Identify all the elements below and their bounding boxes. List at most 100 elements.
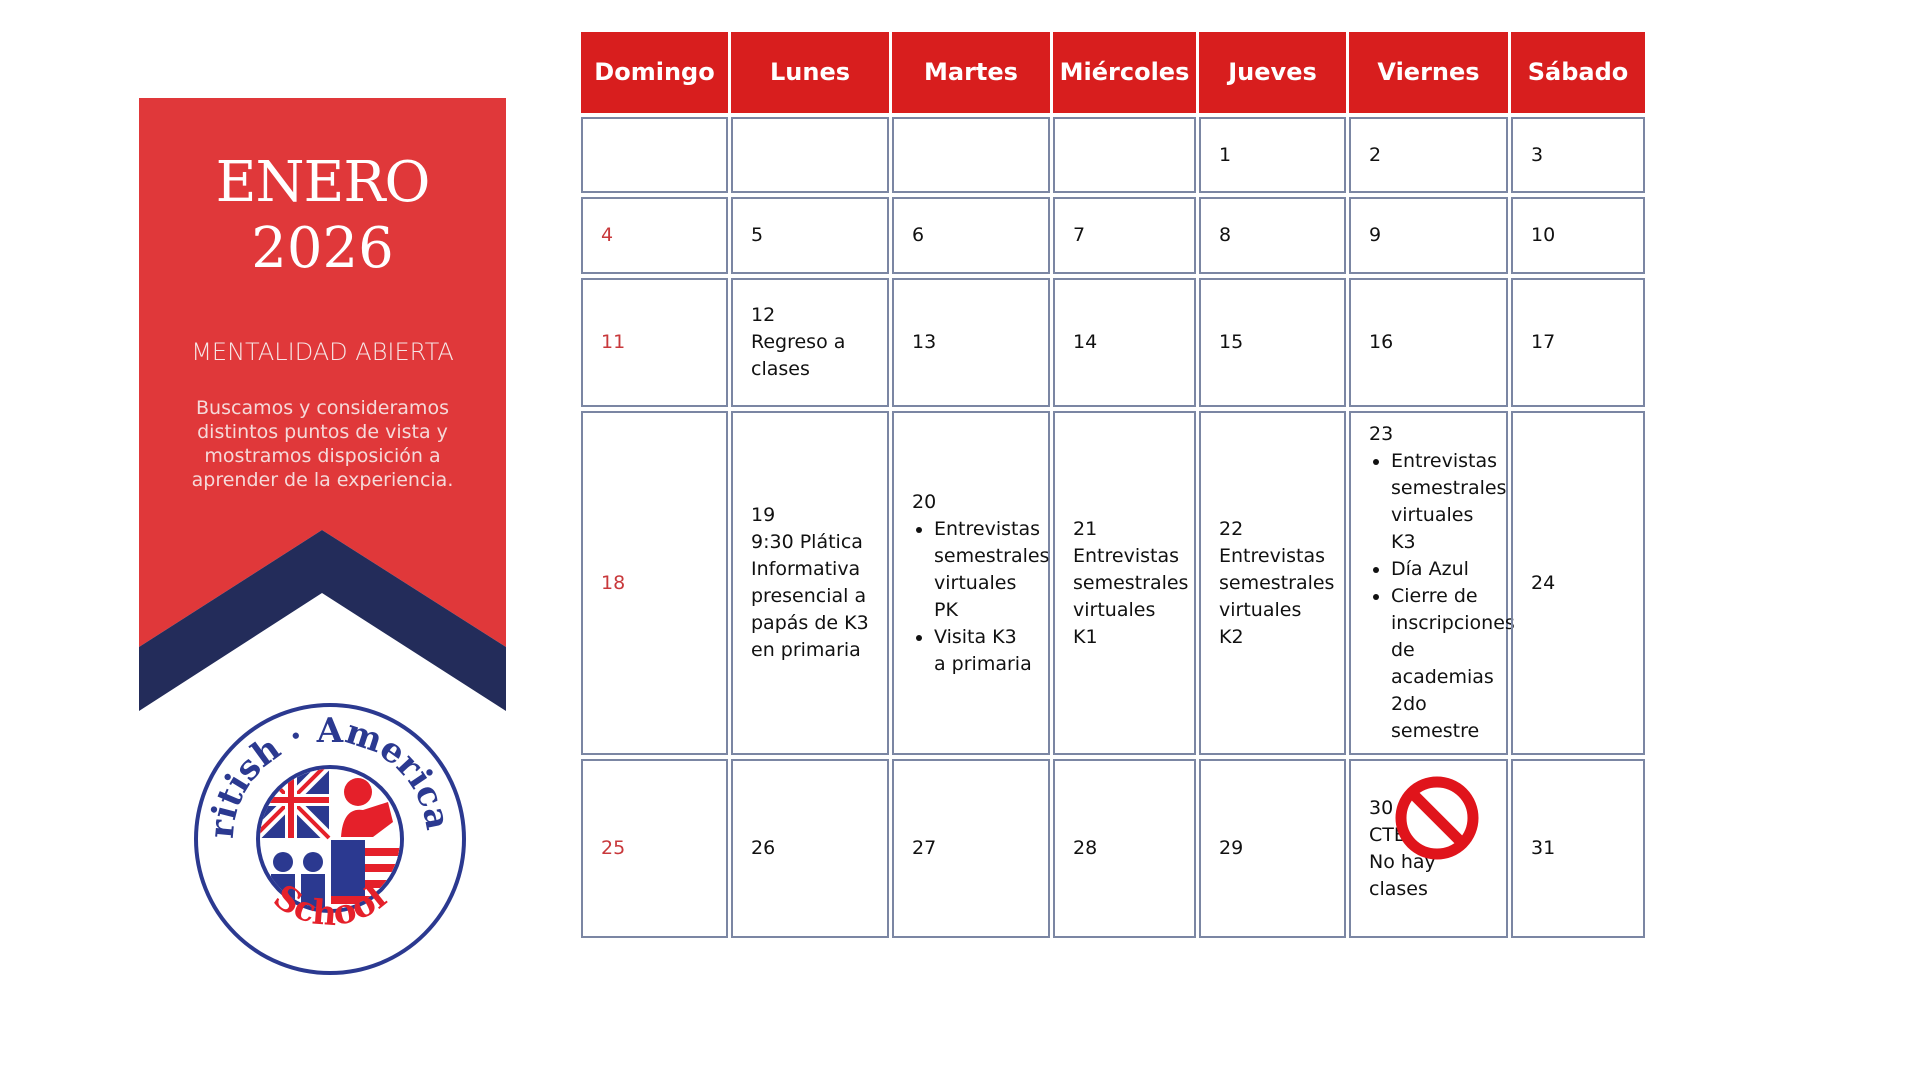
day-number: 12 [751, 304, 776, 326]
day-number: 30 [1369, 796, 1394, 819]
day-number: 10 [1531, 224, 1556, 246]
day-number: 26 [751, 837, 776, 859]
year-title: 2026 [251, 216, 394, 281]
event-text: CTE [1369, 823, 1406, 846]
day-number: 15 [1219, 331, 1244, 353]
day-cell[interactable]: 17 [1511, 278, 1645, 407]
day-cell[interactable]: 26 [731, 759, 889, 938]
day-number: 13 [912, 331, 937, 353]
weekday-lunes: Lunes [731, 32, 889, 113]
day-number: 7 [1073, 224, 1086, 246]
day-number: 27 [912, 837, 937, 859]
day-cell[interactable]: 2 [1349, 117, 1508, 193]
day-number: 23 [1369, 423, 1394, 445]
day-number: 31 [1531, 837, 1556, 859]
school-logo: British · American. School [193, 702, 466, 975]
event-text: Entrevistas semestrales virtuales K2 [1219, 544, 1335, 648]
event-text: clases [751, 358, 810, 380]
day-number: 2 [1369, 143, 1382, 166]
trait-heading: MENTALIDAD ABIERTA [191, 338, 454, 366]
event-text: Regreso a [751, 331, 846, 353]
day-cell[interactable]: 1 [1199, 117, 1346, 193]
day-number: 18 [601, 571, 626, 594]
no-entry-icon [1395, 776, 1479, 860]
week-row: 18 19 9:30 Plática Informativa presencial … [581, 411, 1854, 755]
day-cell[interactable] [581, 117, 728, 193]
day-number: 9 [1369, 224, 1382, 246]
day-cell[interactable]: 23 Entrevistas semestrales virtuales K3Dí… [1349, 411, 1515, 755]
day-cell[interactable]: 18 [581, 411, 728, 755]
day-cell[interactable]: 19 9:30 Plática Informativa presencial a … [731, 411, 889, 755]
day-cell[interactable]: 25 [581, 759, 728, 938]
day-number: 1 [1219, 143, 1232, 166]
day-cell[interactable]: 29 [1199, 759, 1346, 938]
day-cell[interactable]: 12 Regreso a clases [731, 278, 889, 407]
week-row: 25 26 27 28 29 30 CTE No hay clases 31 [581, 759, 1854, 938]
event-list: Entrevistas semestrales virtuales PKVisi… [912, 516, 1049, 678]
day-cell[interactable]: 30 CTE No hay clases [1349, 759, 1508, 938]
month-title: ENERO [215, 150, 431, 215]
week-row: 11 12 Regreso a clases 13 14 15 16 17 [581, 278, 1854, 407]
day-cell[interactable]: 16 [1349, 278, 1508, 407]
weekday-jueves: Jueves [1199, 32, 1346, 113]
day-cell[interactable]: 10 [1511, 197, 1645, 274]
day-cell[interactable]: 20 Entrevistas semestrales virtuales PKVi… [892, 411, 1050, 755]
day-cell[interactable] [892, 117, 1050, 193]
week-row: 4 5 6 7 8 9 10 [581, 197, 1854, 274]
day-cell[interactable]: 15 [1199, 278, 1346, 407]
weekday-domingo: Domingo [581, 32, 728, 113]
day-cell[interactable]: 27 [892, 759, 1050, 938]
day-cell[interactable]: 28 [1053, 759, 1196, 938]
event-item: Día Azul [1391, 556, 1492, 583]
day-number: 20 [912, 490, 937, 513]
weekday-sábado: Sábado [1511, 32, 1645, 113]
day-number: 16 [1369, 331, 1394, 353]
day-cell[interactable]: 9 [1349, 197, 1508, 274]
day-cell[interactable]: 3 [1511, 117, 1645, 193]
calendar-grid: Domingo Lunes Martes Miércoles Jueves Viernes… [581, 32, 1854, 942]
week-row: 1 2 3 [581, 117, 1854, 193]
day-number: 14 [1073, 331, 1098, 353]
event-text: 9:30 Plática Informativa presencial a pa… [751, 531, 869, 661]
day-number: 19 [751, 504, 776, 526]
day-cell[interactable]: 22 Entrevistas semestrales virtuales K2 [1199, 411, 1346, 755]
event-list: Entrevistas semestrales virtuales K3Día … [1369, 448, 1515, 745]
event-text: No hay clases [1369, 850, 1436, 900]
day-cell[interactable]: 13 [892, 278, 1050, 407]
event-item: Entrevistas semestrales virtuales PK [934, 516, 1049, 624]
day-cell[interactable]: 5 [731, 197, 889, 274]
day-cell[interactable]: 31 [1511, 759, 1645, 938]
day-number: 17 [1531, 331, 1556, 353]
trait-description: Buscamos y consideramos distintos puntos… [191, 397, 454, 491]
day-cell[interactable]: 21 Entrevistas semestrales virtuales K1 [1053, 411, 1196, 755]
day-cell[interactable] [731, 117, 889, 193]
day-number: 5 [751, 224, 764, 246]
weekday-miércoles: Miércoles [1053, 32, 1196, 113]
event-text: Entrevistas semestrales virtuales K1 [1073, 544, 1189, 648]
event-item: Entrevistas semestrales virtuales K3 [1391, 448, 1506, 556]
day-cell[interactable]: 24 [1511, 411, 1645, 755]
day-number: 29 [1219, 837, 1244, 859]
day-number: 21 [1073, 517, 1098, 540]
day-cell[interactable] [1053, 117, 1196, 193]
day-cell[interactable]: 6 [892, 197, 1050, 274]
day-number: 22 [1219, 517, 1244, 540]
event-item: Cierre de inscripciones de academias 2do… [1391, 583, 1515, 745]
day-cell[interactable]: 7 [1053, 197, 1196, 274]
weekday-martes: Martes [892, 32, 1050, 113]
day-number: 28 [1073, 837, 1098, 859]
weekday-viernes: Viernes [1349, 32, 1508, 113]
day-number: 8 [1219, 224, 1232, 246]
day-cell[interactable]: 4 [581, 197, 728, 274]
day-number: 25 [601, 837, 626, 859]
event-item: Visita K3 a primaria [934, 624, 1034, 678]
day-cell[interactable]: 8 [1199, 197, 1346, 274]
month-banner: ENERO 2026 MENTALIDAD ABIERTA Buscamos y… [139, 98, 506, 711]
day-cell[interactable]: 14 [1053, 278, 1196, 407]
day-number: 24 [1531, 571, 1556, 594]
banner-shape [139, 98, 506, 711]
day-cell[interactable]: 11 [581, 278, 728, 407]
day-number: 3 [1531, 143, 1544, 166]
weekday-header-row: Domingo Lunes Martes Miércoles Jueves Viernes… [581, 32, 1854, 113]
day-number: 4 [601, 224, 614, 246]
